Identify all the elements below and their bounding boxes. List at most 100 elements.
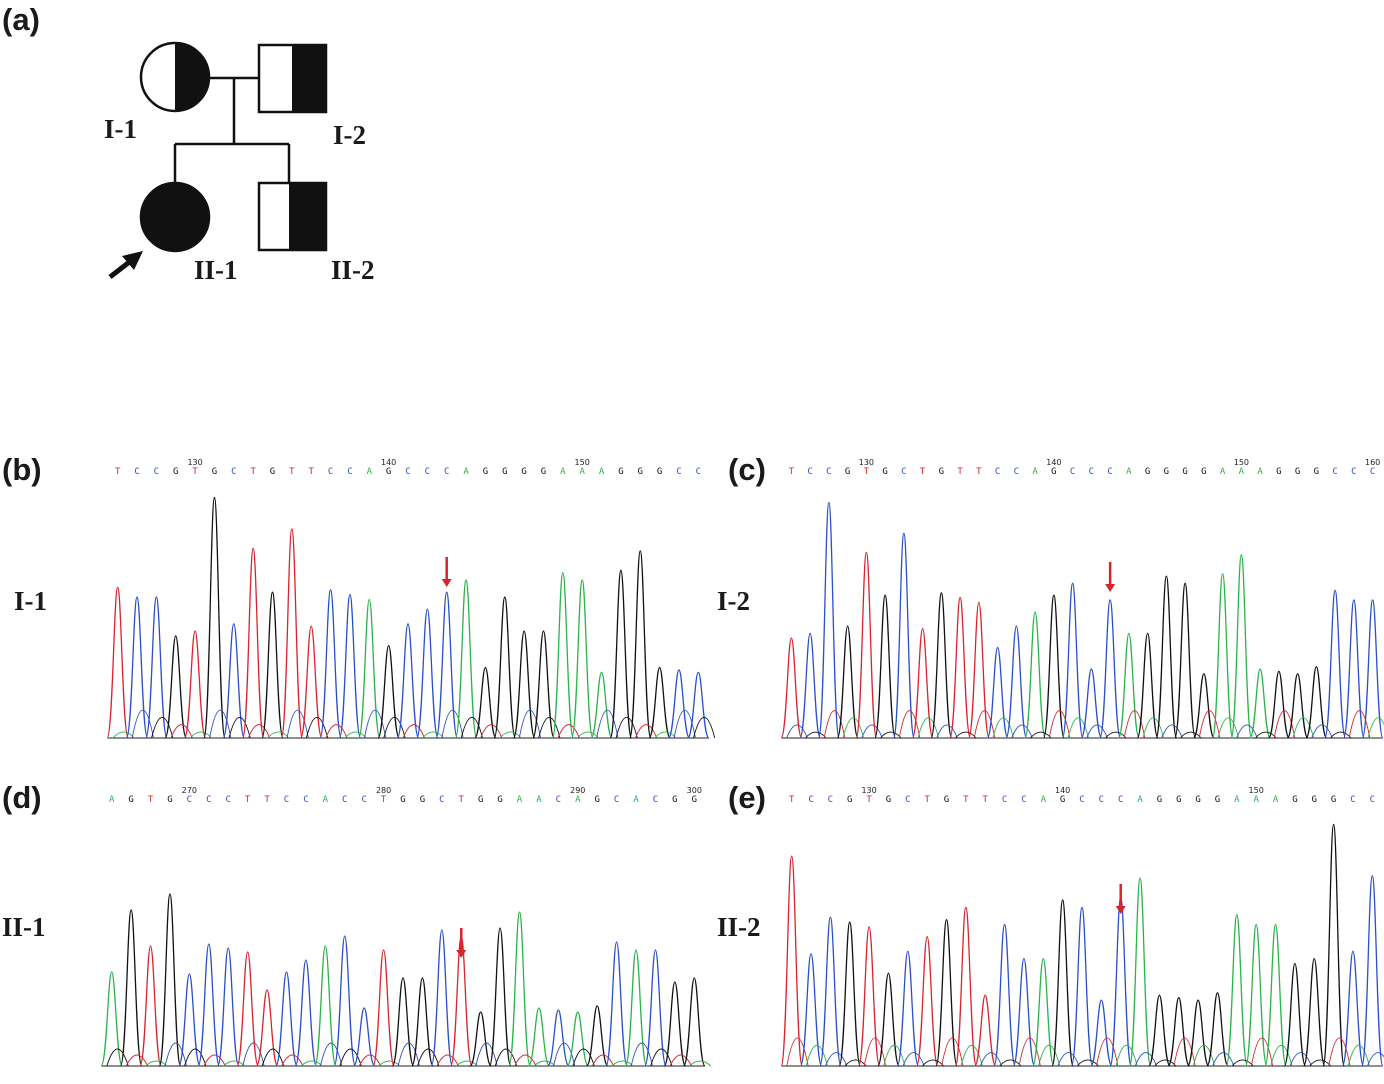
- base-call-letter: A: [517, 795, 523, 805]
- chromatogram-noise-peak: [320, 1042, 343, 1067]
- chromatogram-peak: [508, 911, 531, 1067]
- chromatogram-noise-peak: [514, 1054, 537, 1067]
- base-call-letter: C: [444, 467, 449, 477]
- base-call-letter: G: [173, 467, 178, 477]
- chromatogram-peak: [197, 943, 221, 1067]
- panel-label-a: (a): [2, 2, 40, 37]
- base-call-letter: A: [367, 467, 373, 477]
- chromatogram-peak: [493, 596, 517, 739]
- chromatogram-peak: [416, 608, 439, 739]
- base-call-letter: G: [502, 467, 507, 477]
- base-call-letter: G: [1157, 795, 1162, 805]
- base-call-letter: C: [653, 795, 658, 805]
- chromatogram-noise-peak: [883, 1045, 906, 1067]
- position-marker: 300: [687, 786, 702, 795]
- chromatogram-noise-peak: [170, 724, 193, 739]
- pedigree-symbol-II2: [257, 181, 328, 252]
- chromatogram-noise-peak: [261, 1048, 285, 1067]
- chromatogram-peak: [986, 646, 1009, 739]
- chromatogram-peak: [836, 625, 859, 739]
- position-marker: 140: [1055, 786, 1070, 795]
- base-call-letter: G: [1295, 467, 1300, 477]
- base-call-letter: C: [425, 467, 430, 477]
- base-call-letter: G: [594, 795, 599, 805]
- chromatogram-peak: [1322, 823, 1345, 1067]
- base-call-letter: A: [1253, 795, 1259, 805]
- chromatogram-peak: [299, 625, 323, 739]
- chromatogram-noise-peak: [164, 1042, 187, 1067]
- base-call-letter: C: [1370, 467, 1375, 477]
- chromatogram-peak: [1264, 923, 1287, 1067]
- base-call-letter: C: [905, 795, 910, 805]
- base-call-letter: T: [789, 795, 795, 805]
- chromatogram-noise-peak: [635, 724, 658, 739]
- chromatogram-peak: [352, 1007, 376, 1067]
- base-call-letter: G: [212, 467, 217, 477]
- base-call-letter: C: [405, 467, 410, 477]
- base-call-letter: G: [1182, 467, 1187, 477]
- chromatogram-noise-peak: [1154, 1059, 1177, 1067]
- chromatogram-noise-peak: [1212, 1052, 1235, 1067]
- base-call-letter: T: [381, 795, 387, 805]
- chromatogram-peak: [570, 579, 594, 739]
- chromatogram-peak: [338, 593, 362, 739]
- base-call-letter: G: [386, 467, 391, 477]
- base-call-letter: T: [963, 795, 969, 805]
- chromatogram-peak: [469, 1011, 492, 1067]
- base-call-letter: C: [187, 795, 192, 805]
- chromatogram-peak: [551, 572, 575, 739]
- base-call-letter: G: [483, 467, 488, 477]
- base-call-letter: G: [1145, 467, 1150, 477]
- base-call-letter: C: [614, 795, 619, 805]
- base-call-letter: A: [1220, 467, 1226, 477]
- base-call-letter: G: [939, 467, 944, 477]
- chromatogram-noise-peak: [689, 1060, 712, 1067]
- base-call-letter: T: [115, 467, 121, 477]
- chromatogram-noise-peak: [1311, 724, 1333, 739]
- chromatogram-noise-peak: [1347, 1045, 1370, 1067]
- chromatogram-peak: [1005, 625, 1028, 739]
- base-call-letter: A: [599, 467, 605, 477]
- chromatogram-noise-peak: [339, 1048, 362, 1067]
- chromatogram-peak: [139, 945, 162, 1067]
- chromatogram-noise-peak: [305, 716, 329, 739]
- chromatogram-noise-peak: [1134, 1052, 1157, 1067]
- chromatogram-noise-peak: [1367, 1052, 1384, 1067]
- base-call-letter: A: [1234, 795, 1240, 805]
- chromatogram-noise-peak: [1076, 1059, 1099, 1067]
- chromatogram-peak: [1267, 670, 1290, 739]
- chromatogram-noise-peak: [823, 710, 846, 739]
- chromatogram-noise-peak: [973, 710, 996, 739]
- chromatogram-noise-peak: [941, 1037, 964, 1067]
- pedigree-symbol-II1: [139, 181, 211, 253]
- base-call-letter: T: [309, 467, 315, 477]
- base-call-letter: G: [638, 467, 643, 477]
- base-call-letter: C: [1107, 467, 1112, 477]
- base-call-letter: G: [521, 467, 526, 477]
- chromatogram-peak: [1109, 896, 1132, 1067]
- chromatogram-noise-peak: [518, 709, 542, 739]
- chromatogram-peak: [280, 528, 304, 739]
- base-call-letter: G: [692, 795, 697, 805]
- chromatogram-noise-peak: [1173, 1037, 1196, 1067]
- chromatogram-peak: [1192, 673, 1215, 739]
- chromatogram-peak: [838, 921, 862, 1067]
- base-call-letter: A: [633, 795, 639, 805]
- base-call-letter: C: [1118, 795, 1123, 805]
- chromatogram-peak: [896, 950, 920, 1067]
- chromatogram-peak: [935, 918, 958, 1067]
- base-call-letter: A: [323, 795, 329, 805]
- base-call-letter: T: [148, 795, 154, 805]
- position-marker: 270: [182, 786, 197, 795]
- chromatogram-peak: [1051, 899, 1074, 1067]
- chromatogram-noise-peak: [917, 717, 939, 739]
- chromatogram-noise-peak: [1250, 1037, 1274, 1067]
- chromatogram-noise-peak: [1086, 724, 1108, 739]
- base-call-letter: G: [657, 467, 662, 477]
- chromatogram-noise-peak: [460, 716, 483, 739]
- pedigree-diagram: [108, 41, 328, 279]
- chromatogram-noise-peak: [960, 1045, 983, 1067]
- mutation-arrow-icon: [1115, 884, 1126, 914]
- base-call-letter: C: [361, 795, 366, 805]
